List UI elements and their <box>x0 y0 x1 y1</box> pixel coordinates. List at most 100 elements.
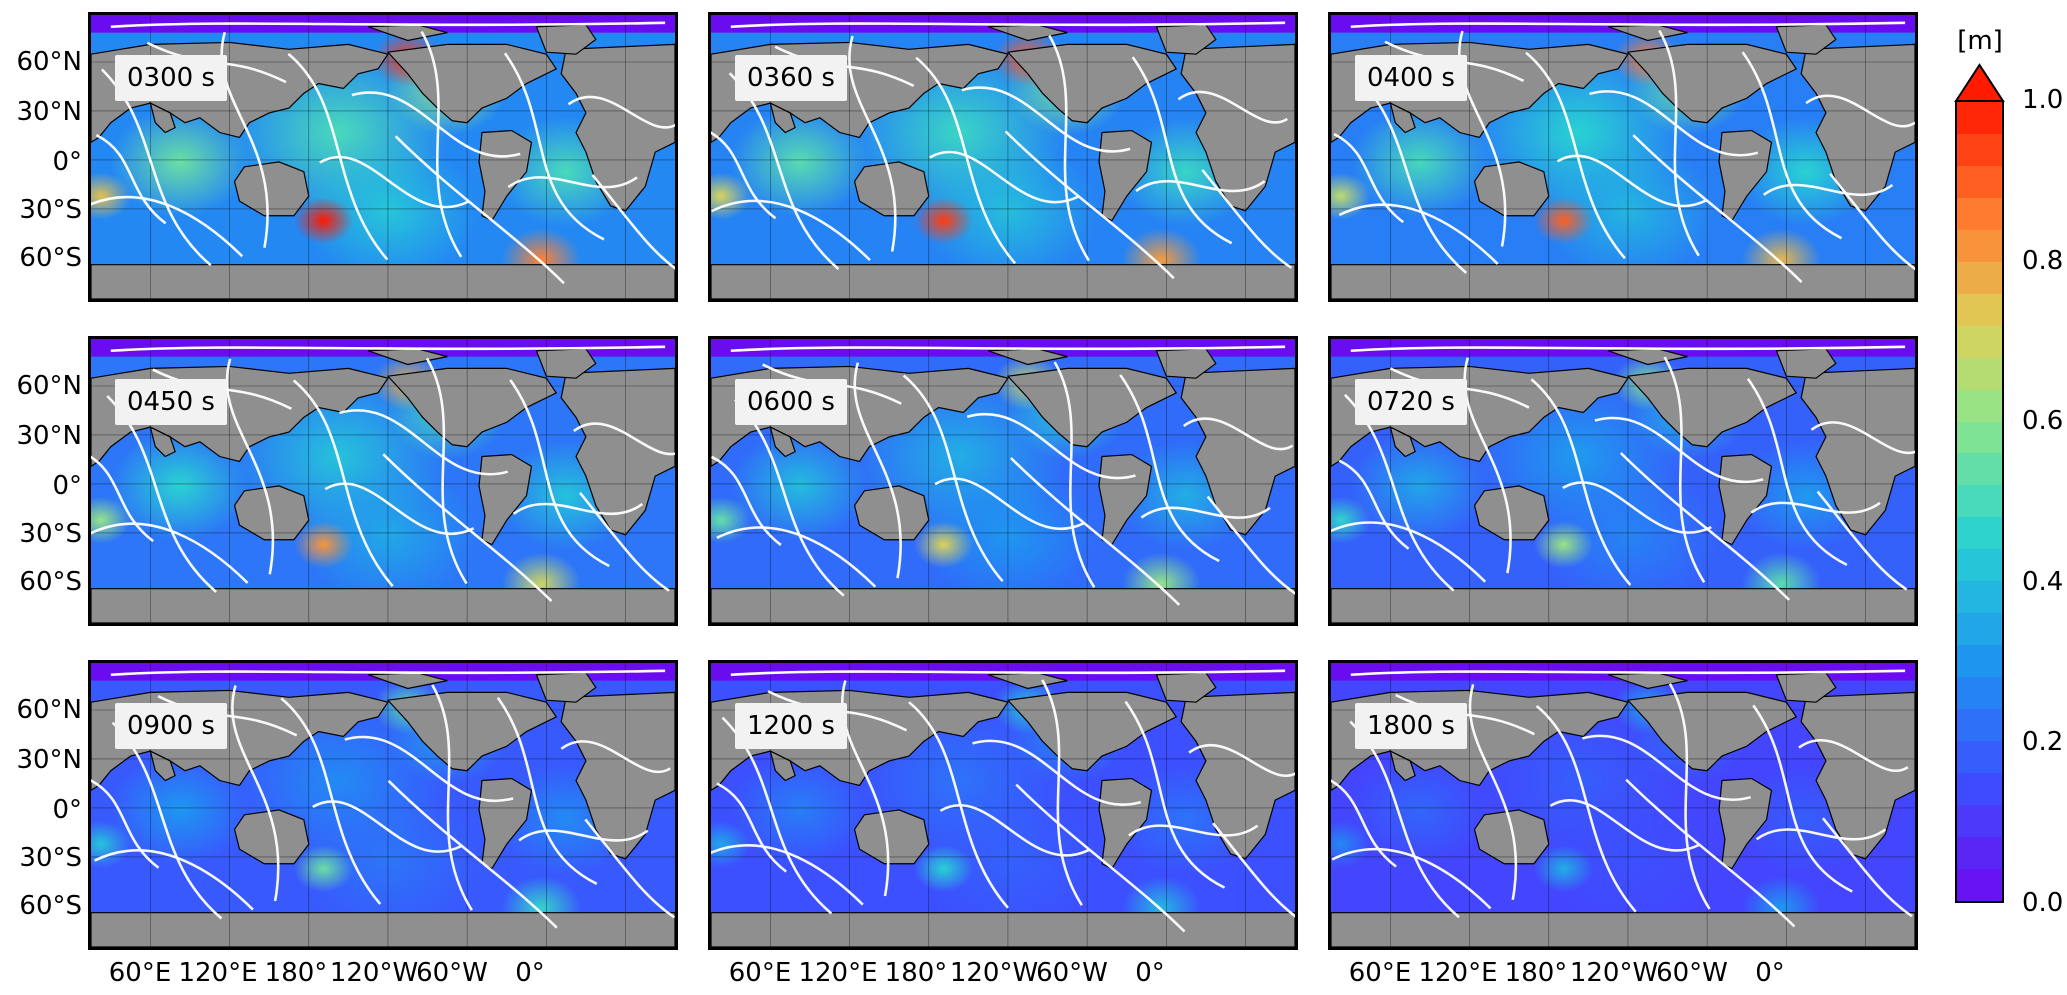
travel-time-contour <box>1658 29 1700 257</box>
colorbar-tick-label: 0.8 <box>2022 245 2064 276</box>
land-mass <box>1331 588 1915 623</box>
longitude-tick-label: 180° <box>884 958 948 988</box>
travel-time-contour <box>961 86 1131 153</box>
land-mass <box>1473 809 1550 865</box>
travel-time-contour <box>1333 132 1405 224</box>
travel-time-contour <box>1182 417 1294 451</box>
colorbar-band <box>1957 581 2002 614</box>
travel-time-contour <box>518 829 649 842</box>
travel-time-contour <box>1188 744 1295 777</box>
time-label: 1800 s <box>1355 703 1467 749</box>
land-mass <box>91 912 675 947</box>
amplitude-blob <box>110 755 250 865</box>
land-mass <box>1006 691 1178 772</box>
land-mass <box>91 264 675 299</box>
travel-time-contour <box>573 422 675 456</box>
travel-time-contour <box>730 345 1286 353</box>
travel-time-contour <box>711 455 782 546</box>
travel-time-contour <box>730 21 1286 29</box>
amplitude-blob <box>110 107 250 217</box>
map-panel: 1800 s <box>1328 660 1918 950</box>
travel-time-contour <box>1331 848 1492 910</box>
longitude-tick-label: 120°W <box>949 958 1039 988</box>
travel-time-contour <box>280 697 382 905</box>
travel-time-contour <box>110 345 666 353</box>
time-label: 0400 s <box>1355 55 1467 101</box>
land-mass <box>1331 912 1915 947</box>
travel-time-contour <box>711 844 864 906</box>
travel-time-contour <box>848 35 897 252</box>
travel-time-contour <box>1798 739 1909 772</box>
longitude-tick-label: 0° <box>1755 958 1785 988</box>
land-mass <box>1626 43 1798 124</box>
land-mass <box>560 43 675 212</box>
land-mass <box>1718 129 1773 222</box>
land-mass <box>1389 102 1416 134</box>
land-mass <box>1473 485 1550 541</box>
travel-time-contour <box>225 358 275 575</box>
travel-time-contour <box>1177 90 1288 124</box>
travel-time-contour <box>312 800 462 853</box>
travel-time-contour <box>1350 669 1906 677</box>
travel-time-contour <box>1331 521 1487 583</box>
amplitude-blob <box>1350 107 1490 217</box>
travel-time-contour <box>93 849 254 911</box>
land-mass <box>1006 367 1178 448</box>
travel-time-contour <box>287 52 389 261</box>
amplitude-blob <box>730 431 870 541</box>
land-mass <box>149 750 176 782</box>
longitude-tick-label: 120°E <box>178 958 258 988</box>
amplitude-blob <box>1350 755 1490 865</box>
latitude-tick-label: 30°N <box>16 97 82 127</box>
latitude-tick-label: 60°N <box>16 695 82 725</box>
travel-time-contour <box>1525 51 1626 260</box>
travel-time-contour <box>1810 421 1915 455</box>
longitude-tick-label: 120°E <box>1418 958 1498 988</box>
travel-time-contour <box>1762 183 1894 197</box>
travel-time-contour <box>1212 822 1295 918</box>
travel-time-contour <box>1124 700 1226 889</box>
travel-time-contour <box>1331 779 1397 868</box>
travel-time-contour <box>730 669 1286 677</box>
travel-time-contour <box>91 779 160 869</box>
travel-time-contour <box>1010 457 1181 606</box>
colorbar-band <box>1957 197 2002 230</box>
land-mass <box>1718 453 1773 546</box>
amplitude-blob <box>1331 496 1371 544</box>
map-panel: 0450 s <box>88 336 678 626</box>
time-label: 0720 s <box>1355 379 1467 425</box>
colorbar-band <box>1957 133 2002 166</box>
colorbar-band <box>1957 325 2002 358</box>
travel-time-contour <box>509 379 610 568</box>
travel-time-contour <box>1562 481 1712 534</box>
time-label: 1200 s <box>735 703 847 749</box>
amplitude-blob <box>711 496 751 544</box>
travel-time-contour <box>110 669 666 677</box>
travel-time-contour <box>1131 56 1233 245</box>
travel-time-contour <box>1135 179 1266 193</box>
travel-time-contour <box>231 685 280 902</box>
travel-time-contour <box>1015 783 1186 933</box>
colorbar-band <box>1957 517 2002 550</box>
travel-time-contour <box>1821 817 1913 918</box>
travel-time-contour <box>1816 490 1908 591</box>
travel-time-contour <box>91 455 154 543</box>
amplitude-blob <box>91 820 131 868</box>
longitude-tick-label: 60°W <box>1036 958 1108 988</box>
travel-time-contour <box>425 357 468 585</box>
longitude-tick-label: 60°E <box>1348 958 1412 988</box>
travel-time-contour <box>91 195 244 258</box>
travel-time-contour <box>915 56 1017 265</box>
longitude-tick-label: 120°W <box>1569 958 1659 988</box>
longitude-tick-label: 60°W <box>1656 958 1728 988</box>
travel-time-contour <box>1755 828 1887 841</box>
travel-time-contour <box>1468 684 1518 901</box>
travel-time-contour <box>1594 416 1764 483</box>
latitude-tick-label: 60°N <box>16 47 82 77</box>
longitude-tick-label: 120°W <box>329 958 419 988</box>
map-panel: 1200 s <box>708 660 1298 950</box>
travel-time-contour <box>578 491 670 592</box>
travel-time-contour <box>1589 90 1759 157</box>
land-mass <box>1006 43 1178 124</box>
travel-time-contour <box>1663 356 1706 584</box>
